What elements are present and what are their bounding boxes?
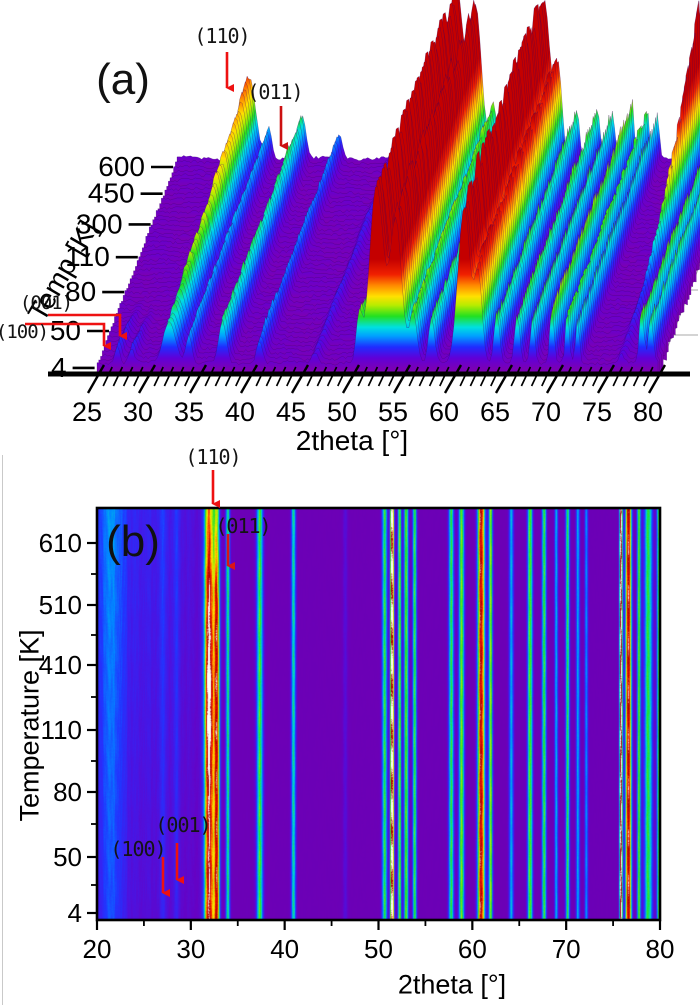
panel-b-y-tick-label: 80 (53, 777, 82, 807)
panel-a-temp-tick-label: 600 (98, 151, 145, 182)
panel-b-y-tick-label: 50 (53, 842, 82, 872)
panel-b-y-tick-label: 610 (39, 528, 82, 558)
figure-left-border-line (2, 455, 3, 1005)
panel-a-x-tick-label: 70 (531, 397, 561, 427)
annotation-a-001-label: (001) (19, 292, 73, 314)
panel-b-y-tick-label: 510 (39, 590, 82, 620)
annotation-b-110-label: (110) (185, 445, 241, 469)
panel-a-x-axis-title: 2theta [°] (295, 425, 409, 456)
annotation-a-011-label: (011) (247, 80, 303, 104)
panel-a-x-tick-label: 40 (225, 397, 255, 427)
annotation-b-100-label: (100) (110, 837, 166, 861)
panel-a-temp-tick-label: 450 (88, 178, 135, 209)
a-annotation-arrow (48, 313, 127, 340)
panel-a-x-tick-label: 25 (72, 397, 102, 427)
panel-b-heatmap-canvas (97, 508, 660, 920)
panel-b-y-tick-label: 410 (39, 650, 82, 680)
panel-b-x-tick-label: 20 (83, 934, 112, 964)
panel-b-x-tick-label: 70 (552, 934, 581, 964)
panel-a-x-tick-label: 65 (480, 397, 510, 427)
panel-a-x-tick-label: 80 (633, 397, 663, 427)
panel-a-x-tick-label: 45 (276, 397, 306, 427)
panel-b-x-tick-label: 50 (364, 934, 393, 964)
panel-a-x-tick-label: 50 (327, 397, 357, 427)
panel-b-x-tick-label: 40 (270, 934, 299, 964)
annotation-b-001-label: (001) (155, 813, 211, 837)
panel-b-axes: 20 30 40 50 60 70 80 4 50 80 110 410 510 610 (39, 506, 675, 964)
panel-b-x-tick-label: 30 (176, 934, 205, 964)
panel-b-y-axis-title: Temperature [K] (14, 629, 45, 822)
a-annotation-arrow (25, 322, 111, 350)
panel-a-temp-tick-label: 80 (65, 276, 96, 307)
panel-a-temp-tick-label: 300 (76, 208, 123, 239)
panel-b-x-tick-label: 60 (458, 934, 487, 964)
annotation-a-100-label: (100) (0, 321, 49, 343)
panel-a-x-tick-label: 55 (378, 397, 408, 427)
panel-a-x-tick-label: 75 (582, 397, 612, 427)
panel-b-x-axis-title: 2theta [°] (397, 969, 507, 1000)
panel-a-temp-tick-label: 50 (50, 315, 81, 346)
panel-a-x-tick-label: 60 (429, 397, 459, 427)
panel-a-x-tick-label: 35 (174, 397, 204, 427)
annotation-b-011-label: (011) (215, 514, 271, 538)
panel-a-temp-tick-label: 110 (65, 241, 110, 272)
panel-b-label: (b) (106, 517, 160, 566)
panel-a-x-axis: 25 30 35 40 45 50 55 60 65 70 75 80 (48, 364, 690, 427)
panel-a-waterfall-surface (96, 0, 700, 374)
panel-b-y-tick-label: 110 (41, 715, 82, 745)
panel-a-temp-tick-label: 4 (51, 352, 67, 383)
panel-b-y-tick-label: 4 (68, 898, 82, 928)
panel-b-x-tick-label: 80 (646, 934, 675, 964)
annotation-a-110-label: (110) (194, 24, 250, 48)
panel-a-label: (a) (96, 55, 150, 104)
panel-a-x-tick-label: 30 (123, 397, 153, 427)
